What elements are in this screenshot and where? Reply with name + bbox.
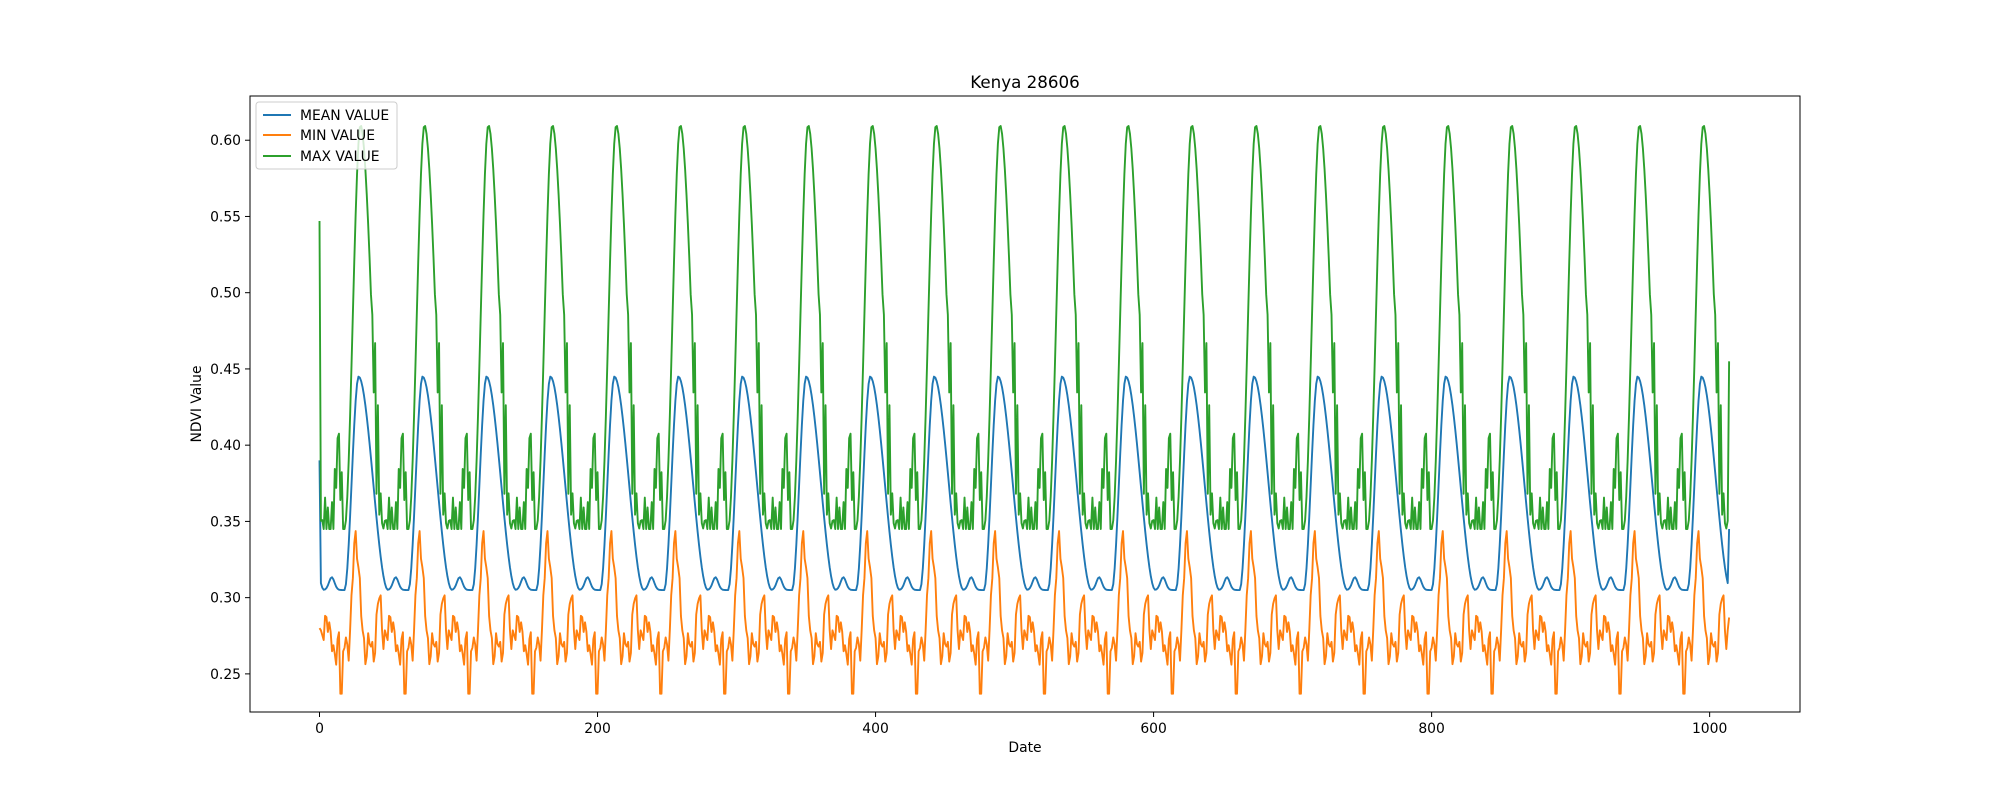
y-tick-label: 0.30 (210, 591, 241, 607)
legend: MEAN VALUE MIN VALUE MAX VALUE (255, 101, 398, 170)
x-axis-label: Date (1008, 740, 1041, 756)
x-tick-label: 200 (584, 721, 611, 737)
x-axis-ticks: 0 200 400 600 800 1000 (315, 712, 1727, 737)
plot-area-frame (249, 95, 1801, 713)
series-layer (318, 125, 1731, 695)
y-axis-label: NDVI Value (189, 365, 205, 442)
y-tick-label: 0.45 (210, 362, 241, 378)
series-line-min-value (318, 530, 1731, 695)
legend-entry-max: MAX VALUE (263, 149, 380, 165)
x-tick-label: 0 (315, 721, 324, 737)
x-tick-label: 400 (862, 721, 889, 737)
x-tick-label: 1000 (1692, 721, 1727, 737)
legend-box (255, 101, 398, 170)
y-tick-label: 0.40 (210, 438, 241, 454)
legend-entry-min: MIN VALUE (263, 128, 375, 144)
series-line-max-value (318, 125, 1731, 530)
legend-entry-mean: MEAN VALUE (263, 108, 389, 124)
chart-title: Kenya 28606 (970, 72, 1079, 92)
legend-label-max: MAX VALUE (300, 149, 380, 165)
series-line-mean-value (318, 375, 1731, 591)
x-tick-label: 600 (1140, 721, 1167, 737)
y-axis-ticks: 0.25 0.30 0.35 0.40 0.45 0.50 0.55 0.60 (210, 133, 250, 683)
legend-label-min: MIN VALUE (300, 128, 375, 144)
y-tick-label: 0.55 (210, 209, 241, 225)
y-tick-label: 0.60 (210, 133, 241, 149)
y-tick-label: 0.50 (210, 286, 241, 302)
legend-label-mean: MEAN VALUE (300, 108, 389, 124)
y-tick-label: 0.35 (210, 514, 241, 530)
y-tick-label: 0.25 (210, 667, 241, 683)
x-tick-label: 800 (1418, 721, 1445, 737)
